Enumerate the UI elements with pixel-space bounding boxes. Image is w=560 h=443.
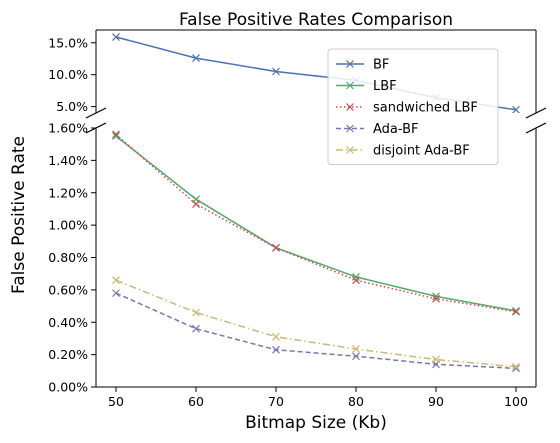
y-tick-label: 5.0% <box>56 99 88 114</box>
data-point-ada-bf <box>352 352 360 361</box>
axis-break-marks <box>85 107 547 134</box>
data-point-sandwiched-lbf <box>352 276 360 285</box>
x-tick-label: 50 <box>108 394 124 409</box>
y-tick-label: 0.20% <box>48 347 88 362</box>
break-mark <box>85 122 107 134</box>
y-tick-label: 0.60% <box>48 282 88 297</box>
x-tick-label: 100 <box>504 394 528 409</box>
x-tick-label: 60 <box>188 394 204 409</box>
data-point-sandwiched-lbf <box>512 307 520 316</box>
legend-marker-disjoint-ada-bf <box>346 146 354 154</box>
legend-marker-lbf <box>346 81 354 90</box>
data-point-bf <box>272 67 280 76</box>
legend-box <box>327 48 499 165</box>
data-point-ada-bf <box>272 345 280 354</box>
data-point-disjoint-ada-bf <box>512 362 520 371</box>
lower-panel: 0.00% 0.20% 0.40% 0.60% 0.80% 1.00% 1.20% 1.40%… <box>48 121 520 395</box>
break-mark <box>525 107 547 119</box>
break-mark <box>85 107 107 119</box>
y-tick-label: 1.60% <box>48 121 88 136</box>
legend-marker-ada-bf <box>346 124 354 133</box>
data-point-disjoint-ada-bf <box>432 355 440 364</box>
data-point-sandwiched-lbf <box>192 200 200 209</box>
legend-label-disjoint-ada-bf: disjoint Ada-BF <box>373 144 470 159</box>
data-point-disjoint-ada-bf <box>272 332 280 341</box>
data-point-bf <box>112 33 120 41</box>
data-point-ada-bf <box>192 324 200 333</box>
chart-title: False Positive Rates Comparison <box>179 10 453 30</box>
series-line-disjoint-ada-bf <box>115 279 517 368</box>
y-tick-label: 0.80% <box>48 250 88 265</box>
series-line-sandwiched-lbf <box>115 133 517 313</box>
x-tick-label: 70 <box>268 394 284 409</box>
y-tick-label: 1.20% <box>48 185 88 200</box>
x-tick-label: 90 <box>428 394 444 409</box>
y-tick-label: 10.0% <box>48 67 88 82</box>
y-tick-label: 0.40% <box>48 315 88 330</box>
data-point-sandwiched-lbf <box>272 243 280 252</box>
y-tick-label: 1.40% <box>48 153 88 168</box>
data-point-sandwiched-lbf <box>432 294 440 303</box>
data-point-disjoint-ada-bf <box>112 276 120 285</box>
legend-marker-sandwiched-lbf <box>346 103 354 111</box>
legend-label-ada-bf: Ada-BF <box>373 122 419 137</box>
data-point-sandwiched-lbf <box>112 130 120 139</box>
data-point-disjoint-ada-bf <box>352 345 360 353</box>
data-point-disjoint-ada-bf <box>192 308 200 317</box>
y-tick-label: 1.00% <box>48 218 88 233</box>
legend-label-lbf: LBF <box>373 79 397 94</box>
legend-label-bf: BF <box>373 58 389 73</box>
y-tick-label: 0.00% <box>48 380 88 395</box>
break-mark <box>525 122 547 134</box>
data-point-bf <box>192 54 200 63</box>
data-point-lbf <box>112 132 120 141</box>
series-line-ada-bf <box>115 292 517 370</box>
data-point-bf <box>512 105 520 113</box>
data-point-lbf <box>432 292 440 301</box>
legend-label-sandwiched-lbf: sandwiched LBF <box>373 101 478 116</box>
legend: BF LBF sandwiched LBF Ada-BF disjoint Ada-BF <box>327 48 499 165</box>
series-line-lbf <box>115 135 517 312</box>
x-tick-label: 80 <box>348 394 364 409</box>
x-axis-title: Bitmap Size (Kb) <box>245 413 387 433</box>
data-point-ada-bf <box>112 289 120 298</box>
legend-marker-bf <box>346 60 354 68</box>
y-tick-label: 15.0% <box>48 35 88 50</box>
y-axis-title: False Positive Rate <box>9 136 29 294</box>
